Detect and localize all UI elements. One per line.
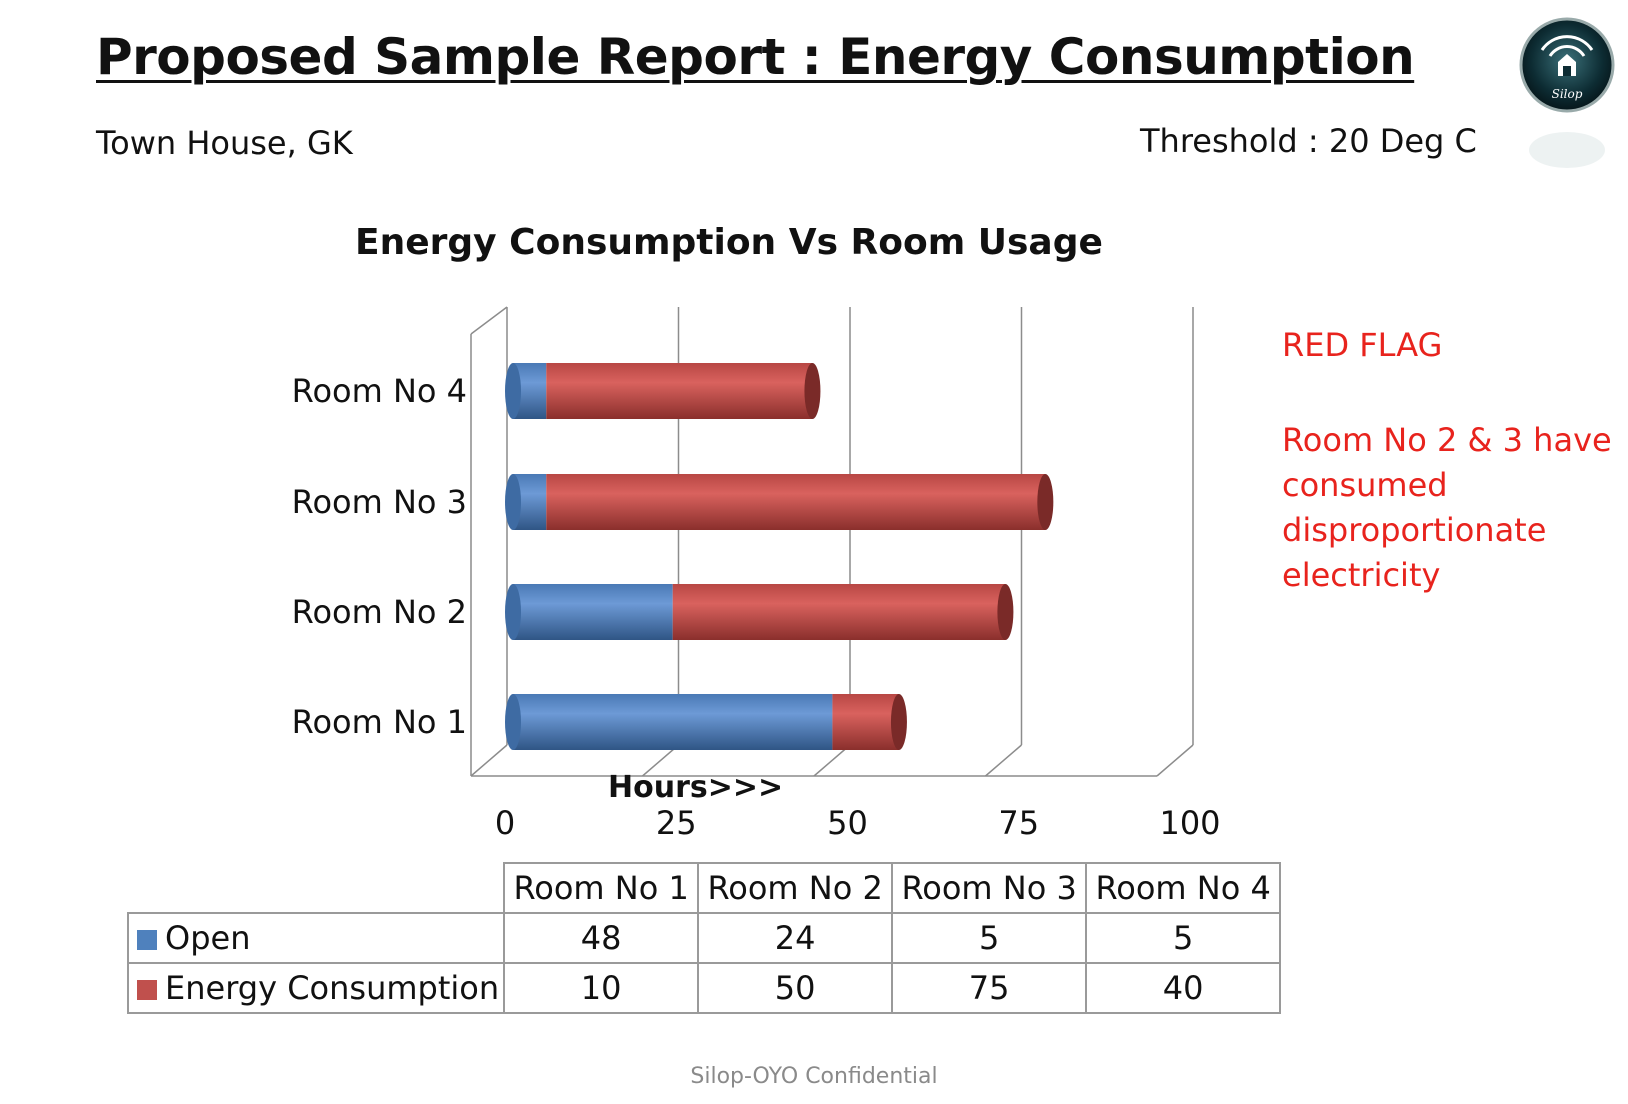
x-tick-label: 0 — [495, 804, 515, 842]
footer-confidential: Silop-OYO Confidential — [690, 1064, 938, 1089]
bar-end-cap — [804, 363, 821, 419]
table-cell: 48 — [503, 912, 700, 964]
y-category-label: Room No 1 — [292, 703, 467, 741]
red-flag-text: Room No 2 & 3 have consumed disproportio… — [1282, 421, 1612, 594]
location-label: Town House, GK — [96, 124, 353, 162]
table-header: Room No 2 — [697, 862, 894, 914]
y-category-label: Room No 3 — [292, 483, 467, 521]
table-cell: 24 — [697, 912, 894, 964]
series-label-open: Open — [126, 912, 506, 964]
bar-start-cap — [505, 694, 521, 750]
threshold-label: Threshold : 20 Deg C — [1140, 122, 1477, 160]
x-tick-label: 75 — [998, 804, 1039, 842]
series-name: Energy Consumption — [165, 969, 500, 1007]
table-header: Room No 3 — [891, 862, 1088, 914]
bar-energy — [832, 694, 899, 750]
table-row: Open 48 24 5 5 — [126, 912, 1282, 964]
bar-open — [513, 584, 673, 640]
table-cell: 5 — [1085, 912, 1282, 964]
bar-end-cap — [1037, 474, 1054, 530]
open-legend-swatch — [137, 930, 157, 950]
chart-title: Energy Consumption Vs Room Usage — [355, 222, 1103, 263]
bar-end-cap — [890, 694, 907, 750]
data-table: Room No 1 Room No 2 Room No 3 Room No 4 … — [126, 862, 1282, 1014]
table-header-row: Room No 1 Room No 2 Room No 3 Room No 4 — [128, 862, 1282, 914]
table-cell: 50 — [697, 962, 894, 1014]
floor-gridline — [470, 744, 508, 777]
y-category-label: Room No 2 — [292, 593, 467, 631]
logo-text: Silop — [1552, 87, 1583, 101]
table-cell: 10 — [503, 962, 700, 1014]
series-name: Open — [165, 919, 251, 957]
table-header: Room No 4 — [1085, 862, 1282, 914]
table-corner — [128, 863, 506, 914]
x-axis-label: Hours>>> — [608, 770, 783, 805]
floor-gridline — [985, 744, 1022, 777]
bar-start-cap — [505, 474, 521, 530]
x-tick-label: 50 — [827, 804, 868, 842]
bar-open — [513, 694, 833, 750]
x-tick-label: 25 — [656, 804, 697, 842]
bar-energy — [546, 363, 813, 419]
silop-logo: Silop — [1519, 17, 1615, 168]
y-category-label: Room No 4 — [292, 372, 467, 410]
red-flag-title: RED FLAG — [1282, 326, 1443, 364]
table-cell: 5 — [891, 912, 1088, 964]
floor-gridline — [813, 744, 851, 777]
floor-gridline — [642, 744, 679, 777]
table-cell: 40 — [1085, 962, 1282, 1014]
table-cell: 75 — [891, 962, 1088, 1014]
bar-energy — [546, 474, 1046, 530]
series-label-energy: Energy Consumption — [126, 962, 506, 1014]
bar-start-cap — [505, 584, 521, 640]
table-row: Energy Consumption 10 50 75 40 — [126, 962, 1282, 1014]
bar-energy — [672, 584, 1006, 640]
bar-end-cap — [997, 584, 1014, 640]
bar-start-cap — [505, 363, 521, 419]
page-title: Proposed Sample Report : Energy Consumpt… — [96, 28, 1415, 86]
table-header: Room No 1 — [503, 862, 700, 914]
x-tick-label: 100 — [1159, 804, 1220, 842]
energy-legend-swatch — [137, 980, 157, 1000]
floor-gridline — [1156, 744, 1194, 777]
side-wall-edge — [470, 306, 508, 335]
